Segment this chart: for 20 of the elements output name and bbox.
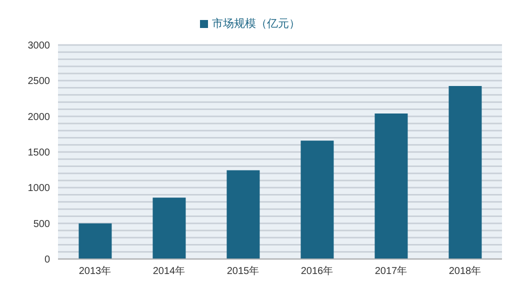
legend-label: 市场规模（亿元）	[212, 18, 300, 30]
bar	[226, 170, 260, 259]
x-tick-label: 2014年	[152, 265, 186, 278]
x-tick-label: 2018年	[448, 265, 482, 278]
bar	[152, 198, 186, 259]
x-tick-label: 2016年	[300, 265, 334, 278]
y-tick-label: 2000	[28, 112, 50, 123]
bar	[300, 140, 334, 259]
x-tick-label: 2017年	[374, 265, 408, 278]
x-tick-label: 2015年	[226, 265, 260, 278]
y-tick-label: 1500	[28, 148, 50, 159]
x-tick-label: 2013年	[78, 265, 112, 278]
y-tick-label: 3000	[28, 40, 50, 52]
y-tick-label: 0	[44, 254, 50, 266]
y-tick-label: 2500	[28, 76, 50, 88]
bar	[78, 223, 112, 259]
y-tick-label: 500	[33, 218, 50, 230]
bar	[448, 86, 482, 259]
bar	[374, 113, 408, 259]
y-tick-label: 1000	[28, 183, 50, 194]
